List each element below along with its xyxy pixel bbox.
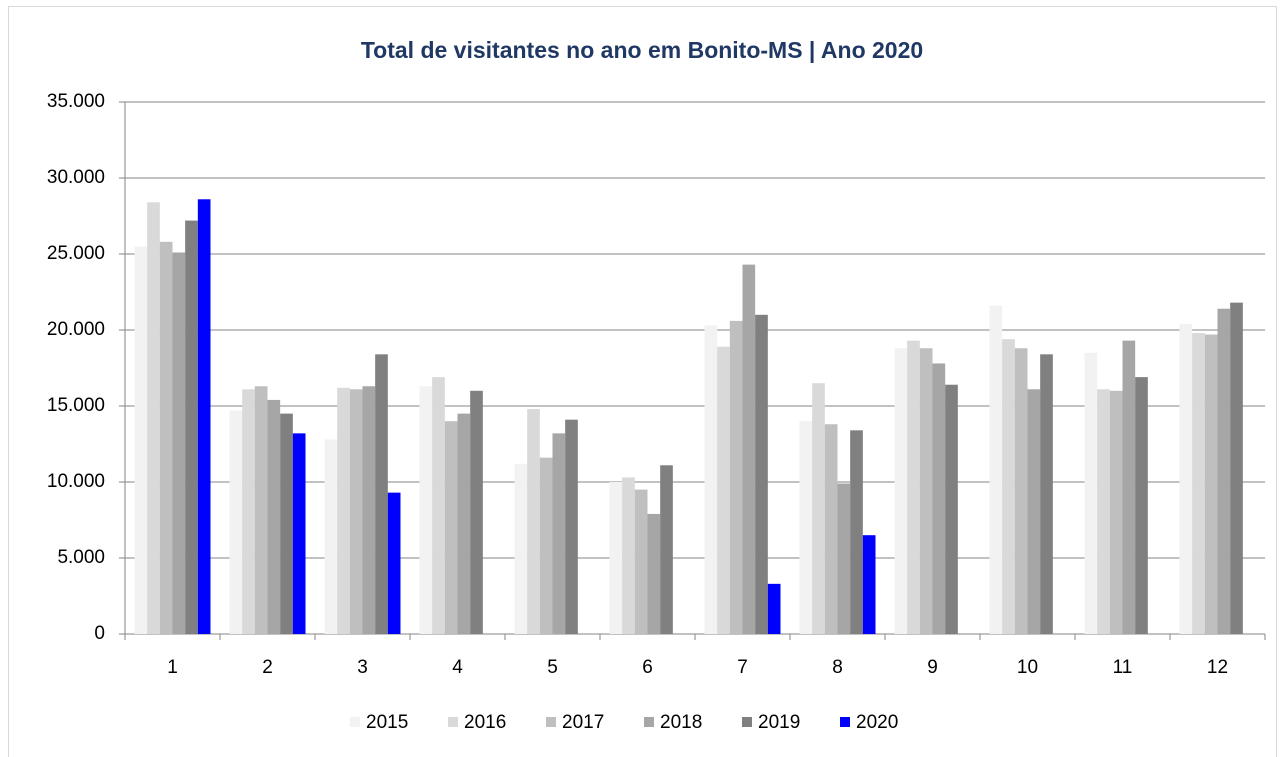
- bar: [729, 320, 743, 634]
- bar: [470, 390, 483, 634]
- y-tick-label: 0: [94, 623, 105, 644]
- legend-label: 2016: [464, 712, 506, 733]
- bar: [1122, 340, 1136, 634]
- bar: [824, 424, 838, 634]
- bar: [989, 305, 1003, 634]
- x-tick-label: 3: [357, 657, 368, 678]
- x-tick-label: 8: [832, 657, 843, 678]
- bar: [907, 340, 920, 634]
- bar: [717, 346, 730, 634]
- bar: [862, 535, 876, 634]
- bar: [1027, 389, 1041, 634]
- x-tick-label: 1: [167, 657, 178, 678]
- bar: [324, 439, 338, 634]
- bar: [337, 387, 350, 634]
- legend-swatch: [742, 717, 752, 727]
- chart-title: Total de visitantes no ano em Bonito-MS …: [361, 37, 923, 63]
- bar: [1014, 348, 1028, 634]
- bar: [1097, 389, 1110, 634]
- bar: [622, 477, 635, 634]
- bar: [1135, 377, 1148, 634]
- bar: [609, 482, 623, 634]
- bar: [1192, 333, 1205, 634]
- bar: [1002, 339, 1015, 634]
- bar: [565, 419, 578, 634]
- y-tick-label: 30.000: [47, 167, 105, 188]
- bar: [254, 386, 268, 634]
- bar: [539, 457, 553, 634]
- bar: [552, 433, 566, 634]
- bar: [704, 325, 718, 634]
- legend-swatch: [546, 717, 556, 727]
- legend-label: 2019: [758, 712, 800, 733]
- bar: [1109, 390, 1123, 634]
- bar: [1040, 354, 1053, 634]
- bar: [444, 421, 458, 634]
- x-tick-label: 5: [547, 657, 558, 678]
- bar: [147, 202, 160, 634]
- bar: [634, 489, 648, 634]
- bar: [134, 246, 148, 634]
- legend-label: 2018: [660, 712, 702, 733]
- bar: [755, 314, 768, 634]
- x-tick-label: 4: [452, 657, 463, 678]
- bar: [375, 354, 388, 634]
- bar: [799, 421, 813, 634]
- bar: [457, 413, 471, 634]
- bar: [349, 389, 363, 634]
- bar: [1217, 308, 1231, 634]
- bar: [432, 377, 445, 634]
- y-tick-label: 5.000: [57, 547, 105, 568]
- bar: [812, 383, 825, 634]
- bar: [242, 389, 255, 634]
- y-tick-label: 35.000: [47, 91, 105, 112]
- bar: [1204, 334, 1218, 634]
- bar: [1230, 302, 1243, 634]
- x-tick-label: 7: [737, 657, 748, 678]
- bar: [742, 264, 756, 634]
- bar: [932, 363, 946, 634]
- legend-swatch: [448, 717, 458, 727]
- bar: [919, 348, 933, 634]
- bar: [159, 241, 173, 634]
- x-tick-label: 10: [1017, 657, 1038, 678]
- x-tick-label: 12: [1207, 657, 1228, 678]
- bar: [280, 413, 293, 634]
- bar: [945, 384, 958, 634]
- bar: [387, 492, 401, 634]
- bar: [362, 386, 376, 634]
- bar: [229, 410, 243, 634]
- y-tick-label: 15.000: [47, 395, 105, 416]
- bar: [894, 348, 908, 634]
- y-tick-label: 10.000: [47, 471, 105, 492]
- bar: [197, 199, 211, 634]
- bar: [647, 513, 661, 634]
- x-tick-label: 2: [262, 657, 273, 678]
- bar: [1179, 323, 1193, 634]
- bar: [527, 409, 540, 634]
- bar: [837, 483, 851, 634]
- legend-label: 2015: [366, 712, 408, 733]
- bar: [267, 399, 281, 634]
- x-tick-label: 9: [927, 657, 938, 678]
- y-tick-label: 25.000: [47, 243, 105, 264]
- bar: [185, 220, 198, 634]
- bar: [660, 465, 673, 634]
- legend-label: 2020: [856, 712, 898, 733]
- bar: [1084, 352, 1098, 634]
- bar: [850, 430, 863, 634]
- legend-swatch: [350, 717, 360, 727]
- bar: [419, 386, 433, 634]
- bar: [514, 463, 528, 634]
- x-tick-label: 6: [642, 657, 653, 678]
- x-tick-label: 11: [1113, 657, 1133, 678]
- bar: [292, 433, 306, 634]
- y-tick-label: 20.000: [47, 319, 105, 340]
- legend-label: 2017: [562, 712, 604, 733]
- bar: [172, 252, 186, 635]
- legend-swatch: [644, 717, 654, 727]
- bar: [767, 583, 781, 634]
- legend-swatch: [840, 717, 850, 727]
